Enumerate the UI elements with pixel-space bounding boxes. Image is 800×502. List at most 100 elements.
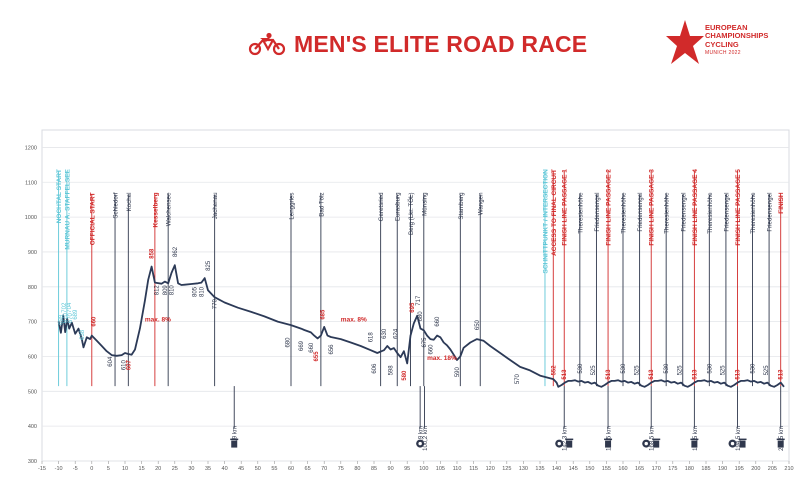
waste-bin-body <box>231 440 238 448</box>
elevation-label: 638 <box>80 329 86 340</box>
location-label: OFFICIAL START <box>89 192 96 245</box>
location-label: Friedensengel <box>637 192 644 231</box>
elevation-label: 770 <box>213 299 219 310</box>
elevation-label: 810 <box>199 286 205 297</box>
location-label: NOCHTAL START <box>56 169 63 223</box>
elevation-label: 660 <box>91 316 97 327</box>
elevation-label: 702 <box>62 302 68 313</box>
elevation-label: 699 <box>58 314 64 325</box>
location-label: FINISH LINE PASSAGE 5 <box>735 169 742 246</box>
feed-zone-inner <box>730 441 735 446</box>
x-tick-label: 0 <box>90 466 93 472</box>
elevation-label: 604 <box>108 356 114 367</box>
waste-bin-icon <box>565 438 574 448</box>
location-label: Geretsried <box>378 192 385 221</box>
elevation-label: 513 <box>562 369 568 380</box>
feed-zone-icon <box>642 439 651 448</box>
x-tick-label: 45 <box>238 466 244 472</box>
elevation-label: 624 <box>394 328 400 339</box>
elevation-label: 580 <box>402 370 408 381</box>
waste-bin-icon <box>652 438 661 448</box>
elevation-label: 812 <box>155 285 161 296</box>
x-tick-label: 95 <box>404 466 410 472</box>
elevation-label: 825 <box>206 260 212 271</box>
x-tick-label: 130 <box>519 466 528 472</box>
elevation-label: 670 <box>68 312 74 323</box>
x-tick-label: 115 <box>469 466 478 472</box>
elevation-label: 660 <box>435 316 441 327</box>
elevation-label: 695 <box>410 302 416 313</box>
x-tick-label: 180 <box>685 466 694 472</box>
km-marker-label: 207,5 km <box>779 426 785 451</box>
elevation-label: 525 <box>721 365 727 376</box>
plot-area <box>41 129 790 462</box>
km-marker-label: 42,9 km <box>233 426 239 447</box>
logo-line-1: EUROPEAN <box>705 23 748 32</box>
x-tick-label: 60 <box>288 466 294 472</box>
x-tick-label: 185 <box>701 466 710 472</box>
location-label: Jachenau <box>212 192 219 219</box>
x-tick-label: 165 <box>635 466 644 472</box>
waste-bin-lid <box>565 438 574 441</box>
x-tick-label: 125 <box>502 466 511 472</box>
x-tick-label: 120 <box>486 466 495 472</box>
elevation-label: 805 <box>193 286 199 297</box>
elevation-label: 685 <box>321 309 327 320</box>
elevation-label: 525 <box>634 365 640 376</box>
elevation-label: 858 <box>150 248 156 259</box>
logo-line-3: CYCLING <box>705 39 739 49</box>
y-tick-label: 600 <box>28 354 37 360</box>
location-label: Münsing <box>421 192 428 216</box>
elevation-label: 655 <box>314 351 320 362</box>
elevation-label: 607 <box>126 360 132 371</box>
elevation-label: 660 <box>428 344 434 355</box>
elevation-label: 704 <box>67 302 73 313</box>
x-tick-label: 190 <box>718 466 727 472</box>
x-tick-label: 25 <box>172 466 178 472</box>
km-marker-label: 98,9 km <box>419 426 425 447</box>
x-tick-label: 105 <box>436 466 445 472</box>
star-logo-icon <box>666 20 704 64</box>
elevation-label: 530 <box>664 363 670 374</box>
elevation-label: 513 <box>692 369 698 380</box>
elevation-label: 530 <box>750 363 756 374</box>
feed-zone-inner <box>644 441 648 446</box>
y-tick-label: 500 <box>28 389 37 395</box>
x-tick-label: 140 <box>552 466 561 472</box>
location-label: Theresienhöhe <box>621 192 628 234</box>
elevation-label: 680 <box>286 337 292 348</box>
x-tick-label: 150 <box>585 466 594 472</box>
location-label: FINISH LINE PASSAGE 2 <box>606 169 613 246</box>
location-label: Kesselberg <box>152 192 159 227</box>
x-tick-label: -10 <box>55 466 63 472</box>
elevation-label: 570 <box>515 373 521 384</box>
gradient-label: max. 8% <box>145 317 171 324</box>
x-tick-label: 145 <box>569 466 578 472</box>
y-tick-label: 1000 <box>25 215 37 221</box>
elevation-label: 590 <box>455 366 461 377</box>
elevation-label: 606 <box>372 363 378 374</box>
elevation-label: 618 <box>369 332 375 343</box>
elevation-label: 513 <box>779 369 785 380</box>
y-tick-label: 700 <box>28 320 37 326</box>
x-tick-label: 175 <box>668 466 677 472</box>
km-marker-label: 142,3 km <box>563 426 569 451</box>
location-label: Bad Tölz <box>318 192 325 216</box>
y-tick-label: 400 <box>28 424 37 430</box>
elevation-label: 525 <box>764 365 770 376</box>
elevation-label: 809 <box>163 285 169 296</box>
waste-bin-body <box>566 440 573 448</box>
waste-bin-lid <box>230 438 239 441</box>
x-tick-label: 20 <box>155 466 161 472</box>
feed-zone-inner <box>418 441 422 446</box>
elevation-label: 530 <box>621 363 627 374</box>
elevation-label: 717 <box>416 295 422 306</box>
waste-bin-lid <box>690 438 699 441</box>
location-label: Friedensengel <box>680 192 687 231</box>
waste-bin-body <box>739 440 746 448</box>
elevation-label: 810 <box>169 285 175 296</box>
location-label: FINISH LINE PASSAGE 3 <box>649 169 656 246</box>
waste-bin-lid <box>738 438 747 441</box>
elevation-label: 552 <box>551 365 557 376</box>
